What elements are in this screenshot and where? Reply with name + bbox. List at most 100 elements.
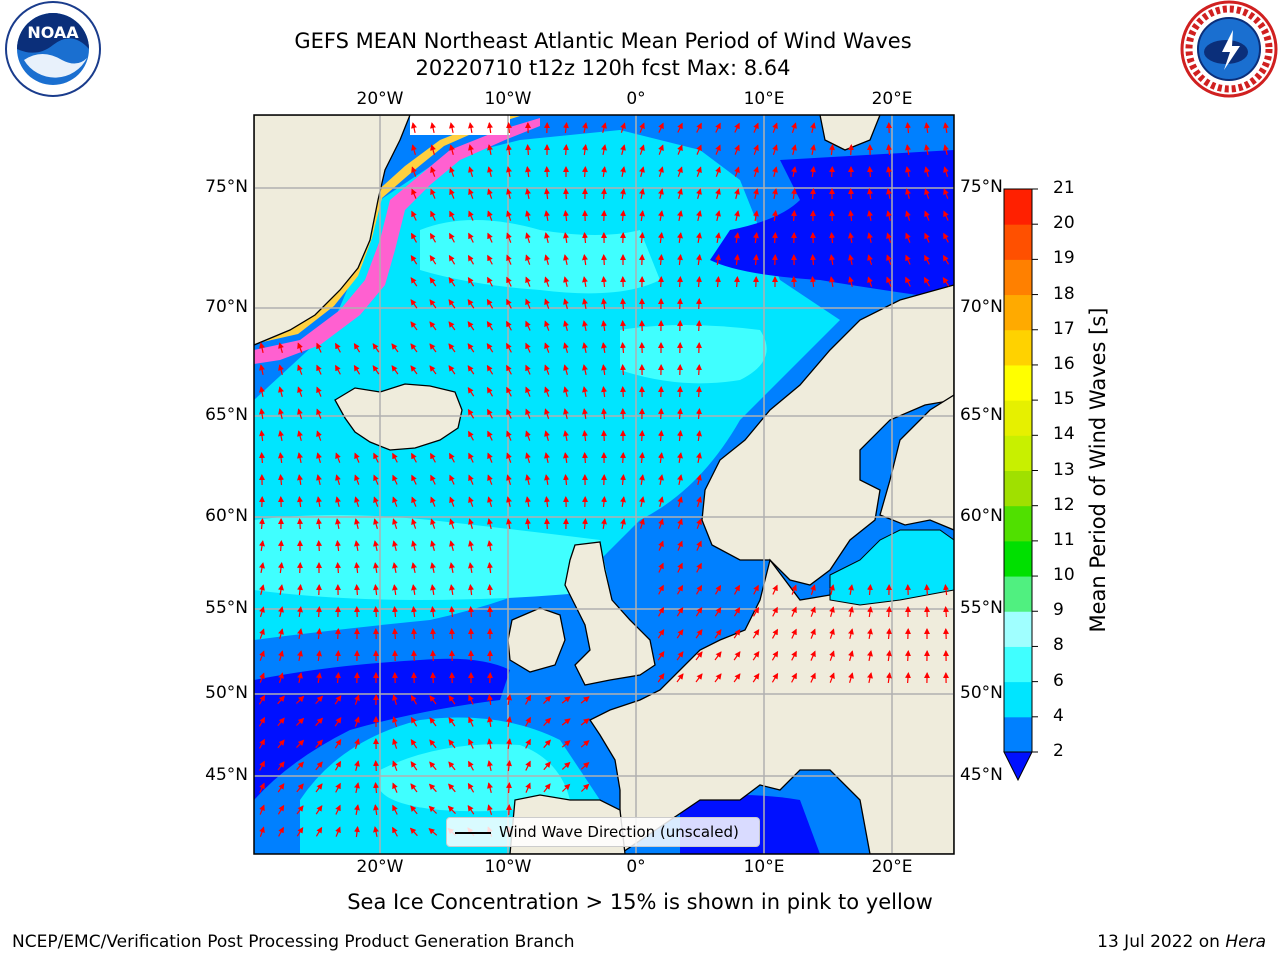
wind-wave-arrow [829, 672, 835, 683]
wind-wave-arrow [753, 232, 759, 244]
wind-wave-arrow [297, 408, 303, 419]
wind-wave-arrow [582, 122, 588, 134]
wind-wave-arrow [772, 122, 778, 133]
wind-wave-arrow [410, 299, 418, 309]
wind-wave-arrow [486, 298, 494, 309]
wind-wave-arrow [411, 166, 417, 177]
wind-wave-arrow [657, 650, 665, 661]
wind-wave-arrow [791, 188, 797, 200]
wind-wave-arrow [753, 210, 759, 222]
wind-wave-arrow [658, 430, 664, 442]
lat-label-right: 45°N [960, 765, 1003, 785]
wind-wave-arrow [258, 694, 266, 705]
wind-wave-arrow [487, 804, 493, 815]
wind-wave-arrow [923, 276, 931, 287]
lat-label-left: 55°N [205, 598, 248, 618]
wind-wave-arrow [886, 606, 892, 618]
wind-wave-arrow [467, 276, 475, 287]
wind-wave-arrow [448, 739, 456, 749]
wind-wave-arrow [259, 782, 265, 793]
wind-wave-arrow [601, 298, 607, 310]
wind-wave-arrow [335, 342, 341, 353]
wind-wave-arrow [430, 166, 436, 177]
wind-wave-arrow [695, 629, 703, 639]
colorbar-segment [1004, 540, 1032, 577]
wind-wave-arrow [943, 122, 949, 134]
wind-wave-arrow [696, 408, 702, 420]
wind-wave-arrow [468, 584, 474, 596]
wind-wave-arrow [563, 342, 569, 353]
wind-wave-arrow [506, 364, 512, 375]
wind-wave-arrow [734, 188, 740, 199]
wind-wave-arrow [905, 276, 911, 287]
wind-wave-arrow [905, 254, 911, 265]
wind-wave-arrow [468, 166, 474, 177]
wind-wave-arrow [278, 628, 284, 639]
wind-wave-arrow [411, 452, 417, 463]
wind-wave-arrow [563, 386, 569, 397]
wind-wave-arrow [259, 606, 265, 617]
wind-wave-arrow [677, 276, 683, 288]
wind-wave-arrow [829, 210, 835, 222]
wind-wave-arrow [943, 606, 949, 618]
wind-wave-arrow [563, 254, 569, 266]
wind-wave-arrow [429, 695, 437, 705]
colorbar-tick-label: 15 [1053, 389, 1075, 410]
wind-wave-arrow [373, 760, 379, 772]
wind-wave-arrow [468, 188, 474, 199]
wind-wave-arrow [411, 606, 417, 618]
wind-wave-arrow [677, 254, 683, 266]
wind-wave-arrow [297, 606, 303, 617]
chart-subtitle: 20220710 t12z 120h fcst Max: 8.64 [415, 56, 791, 80]
wind-wave-arrow [354, 782, 360, 794]
wind-wave-arrow [886, 628, 892, 640]
wind-wave-arrow [620, 320, 626, 332]
wind-wave-arrow [639, 518, 645, 529]
wind-wave-arrow [506, 386, 512, 397]
wind-wave-arrow [506, 188, 512, 199]
wind-wave-arrow [848, 144, 854, 156]
wind-wave-arrow [733, 673, 741, 683]
wind-wave-arrow [430, 122, 436, 134]
colorbar [1003, 188, 1038, 782]
wind-wave-arrow [297, 430, 303, 441]
wind-wave-arrow [733, 651, 741, 661]
wind-wave-arrow [506, 254, 512, 265]
land-greenland [254, 115, 411, 346]
wind-wave-arrow [487, 122, 493, 134]
wind-wave-arrow [487, 408, 493, 419]
wind-wave-arrow [620, 342, 626, 354]
wind-wave-arrow [905, 672, 911, 684]
wind-wave-arrow [867, 210, 873, 222]
wind-wave-arrow [886, 232, 892, 243]
wind-wave-arrow [582, 452, 588, 464]
wind-wave-arrow [905, 144, 911, 155]
wind-wave-arrow [810, 672, 816, 683]
colorbar-segment [1004, 716, 1032, 753]
wind-wave-arrow [886, 210, 892, 221]
wind-wave-arrow [316, 452, 322, 463]
wind-wave-arrow [525, 496, 531, 508]
wind-wave-arrow [354, 540, 360, 552]
wind-wave-arrow [658, 166, 664, 177]
wind-wave-arrow [772, 210, 778, 222]
wind-wave-arrow [449, 452, 455, 463]
wind-wave-arrow [467, 254, 475, 265]
wind-wave-arrow [392, 716, 398, 727]
wind-wave-arrow [487, 254, 493, 265]
wind-wave-arrow [810, 254, 816, 266]
wind-wave-arrow [487, 188, 493, 199]
wind-wave-arrow [428, 805, 438, 814]
wind-wave-arrow [259, 760, 265, 771]
wind-wave-arrow [448, 254, 456, 265]
wind-wave-arrow [561, 761, 571, 770]
wind-wave-arrow [316, 540, 322, 552]
wind-wave-arrow [886, 166, 892, 177]
wind-wave-arrow [486, 320, 494, 331]
wind-wave-arrow [449, 144, 455, 155]
colorbar-segment [1004, 400, 1032, 436]
colorbar-segment [1004, 505, 1032, 542]
chart-title: GEFS MEAN Northeast Atlantic Mean Period… [294, 29, 912, 53]
wind-wave-arrow [373, 496, 379, 507]
colorbar-tick-label: 13 [1053, 459, 1075, 480]
